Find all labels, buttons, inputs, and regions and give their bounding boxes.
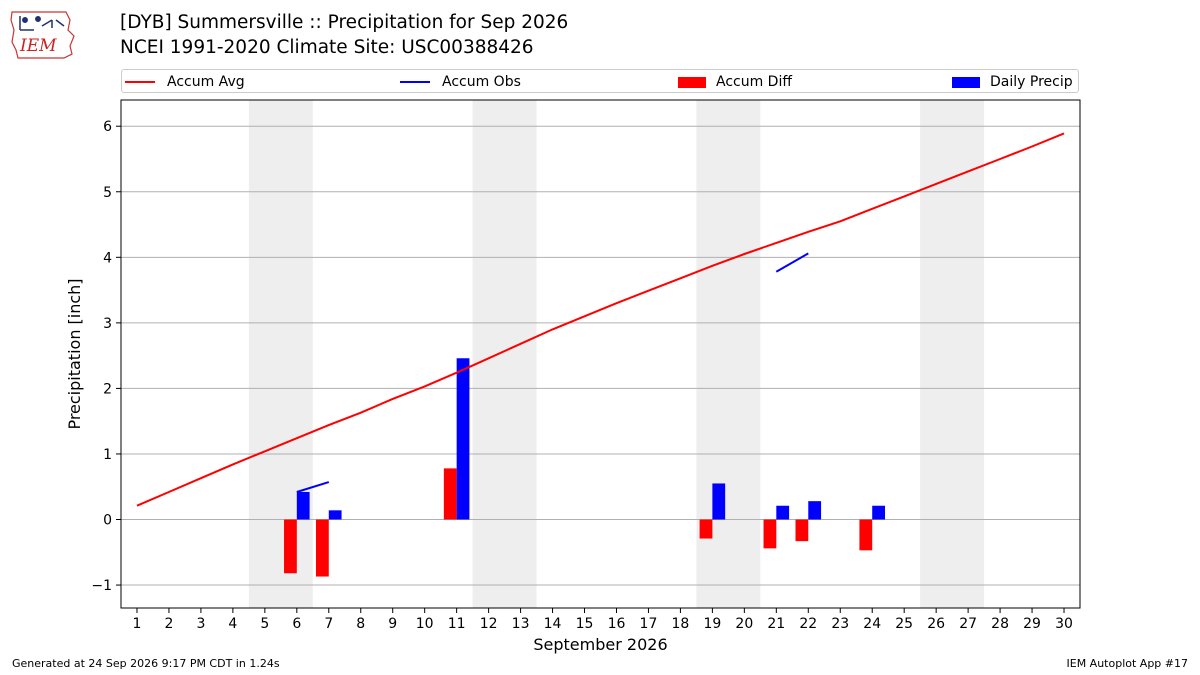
bars (284, 358, 886, 577)
accum-diff-bar (859, 519, 873, 551)
x-tick-label: 5 (260, 616, 269, 632)
x-tick-label: 21 (767, 616, 785, 632)
x-tick-label: 13 (512, 616, 530, 632)
x-tick-label: 8 (356, 616, 365, 632)
x-tick-label: 9 (388, 616, 397, 632)
y-tick-label: −1 (91, 578, 112, 594)
y-tick-label: 0 (103, 513, 112, 529)
series-lines (136, 132, 1065, 507)
legend-item-accum-diff: Accum Diff (678, 70, 792, 94)
legend-label-accum-diff: Accum Diff (716, 74, 793, 90)
legend-swatch-accum-obs (400, 81, 430, 83)
x-tick-label: 23 (831, 616, 849, 632)
x-tick-label: 10 (416, 616, 434, 632)
iem-logo: IEM (10, 11, 75, 59)
daily-precip-bar (872, 505, 886, 520)
daily-precip-bar (776, 505, 790, 520)
x-tick-label: 17 (640, 616, 658, 632)
x-tick-label: 7 (324, 616, 333, 632)
x-tick-label: 11 (448, 616, 466, 632)
y-tick-label: 3 (103, 316, 112, 332)
x-tick-label: 14 (544, 616, 562, 632)
x-tick-label: 27 (959, 616, 977, 632)
logo-text: IEM (19, 36, 57, 56)
x-tick-label: 29 (1023, 616, 1041, 632)
weekend-band (920, 100, 985, 608)
y-tick-label: 5 (103, 185, 112, 201)
x-tick-label: 3 (196, 616, 205, 632)
legend-item-accum-avg: Accum Avg (125, 70, 245, 94)
legend: Accum Avg Accum Obs Accum Diff Daily Pre… (121, 69, 1079, 93)
legend-label-accum-avg: Accum Avg (167, 74, 245, 90)
axes-frame (120, 99, 1081, 609)
accum-diff-bar (699, 519, 713, 539)
app-note: IEM Autoplot App #17 (1066, 657, 1189, 670)
x-tick-label: 19 (703, 616, 721, 632)
daily-precip-bar (712, 483, 726, 520)
accum-diff-bar (315, 519, 329, 577)
x-tick-label: 15 (576, 616, 594, 632)
chart-subtitle: NCEI 1991-2020 Climate Site: USC00388426 (120, 37, 534, 58)
y-tick-label: 4 (103, 250, 112, 266)
accum-diff-bar (284, 519, 297, 574)
legend-swatch-accum-diff (678, 76, 706, 88)
daily-precip-bar (808, 501, 822, 520)
y-tick-label: 6 (103, 119, 112, 135)
chart-title: [DYB] Summersville :: Precipitation for … (120, 12, 569, 33)
legend-swatch-daily-precip (952, 76, 980, 88)
x-tick-label: 24 (863, 616, 881, 632)
y-tick-label: 2 (103, 381, 112, 397)
daily-precip-bar (456, 358, 470, 520)
weekend-bands (248, 100, 985, 608)
y-tick-label: 1 (103, 447, 112, 463)
legend-item-daily-precip: Daily Precip (952, 70, 1073, 94)
x-tick-label: 2 (164, 616, 173, 632)
x-tick-label: 6 (292, 616, 301, 632)
x-tick-label: 4 (228, 616, 237, 632)
daily-precip-bar (296, 491, 310, 520)
accum-diff-bar (795, 519, 809, 542)
x-tick-label: 26 (927, 616, 945, 632)
x-tick-label: 16 (608, 616, 626, 632)
accum-obs-line (775, 252, 809, 273)
accum-avg-line (136, 132, 1065, 507)
accum-diff-bar (763, 519, 777, 549)
x-tick-label: 25 (895, 616, 913, 632)
legend-label-accum-obs: Accum Obs (442, 74, 521, 90)
x-tick-label: 30 (1055, 616, 1073, 632)
weekend-band (472, 100, 537, 608)
x-tick-label: 28 (991, 616, 1009, 632)
accum-diff-bar (443, 468, 457, 520)
y-axis-label: Precipitation [inch] (65, 278, 84, 429)
legend-label-daily-precip: Daily Precip (990, 74, 1073, 90)
x-axis-label: September 2026 (533, 635, 667, 654)
daily-precip-bar (328, 510, 342, 520)
x-tick-label: 18 (672, 616, 690, 632)
grid-lines (121, 125, 1080, 586)
x-tick-label: 1 (133, 616, 142, 632)
accum-obs-line (296, 481, 330, 493)
legend-swatch-accum-avg (125, 81, 155, 83)
x-tick-label: 22 (799, 616, 817, 632)
x-tick-label: 20 (735, 616, 753, 632)
weekend-band (248, 100, 313, 608)
x-tick-label: 12 (480, 616, 498, 632)
generated-note: Generated at 24 Sep 2026 9:17 PM CDT in … (12, 657, 280, 670)
legend-item-accum-obs: Accum Obs (400, 70, 521, 94)
